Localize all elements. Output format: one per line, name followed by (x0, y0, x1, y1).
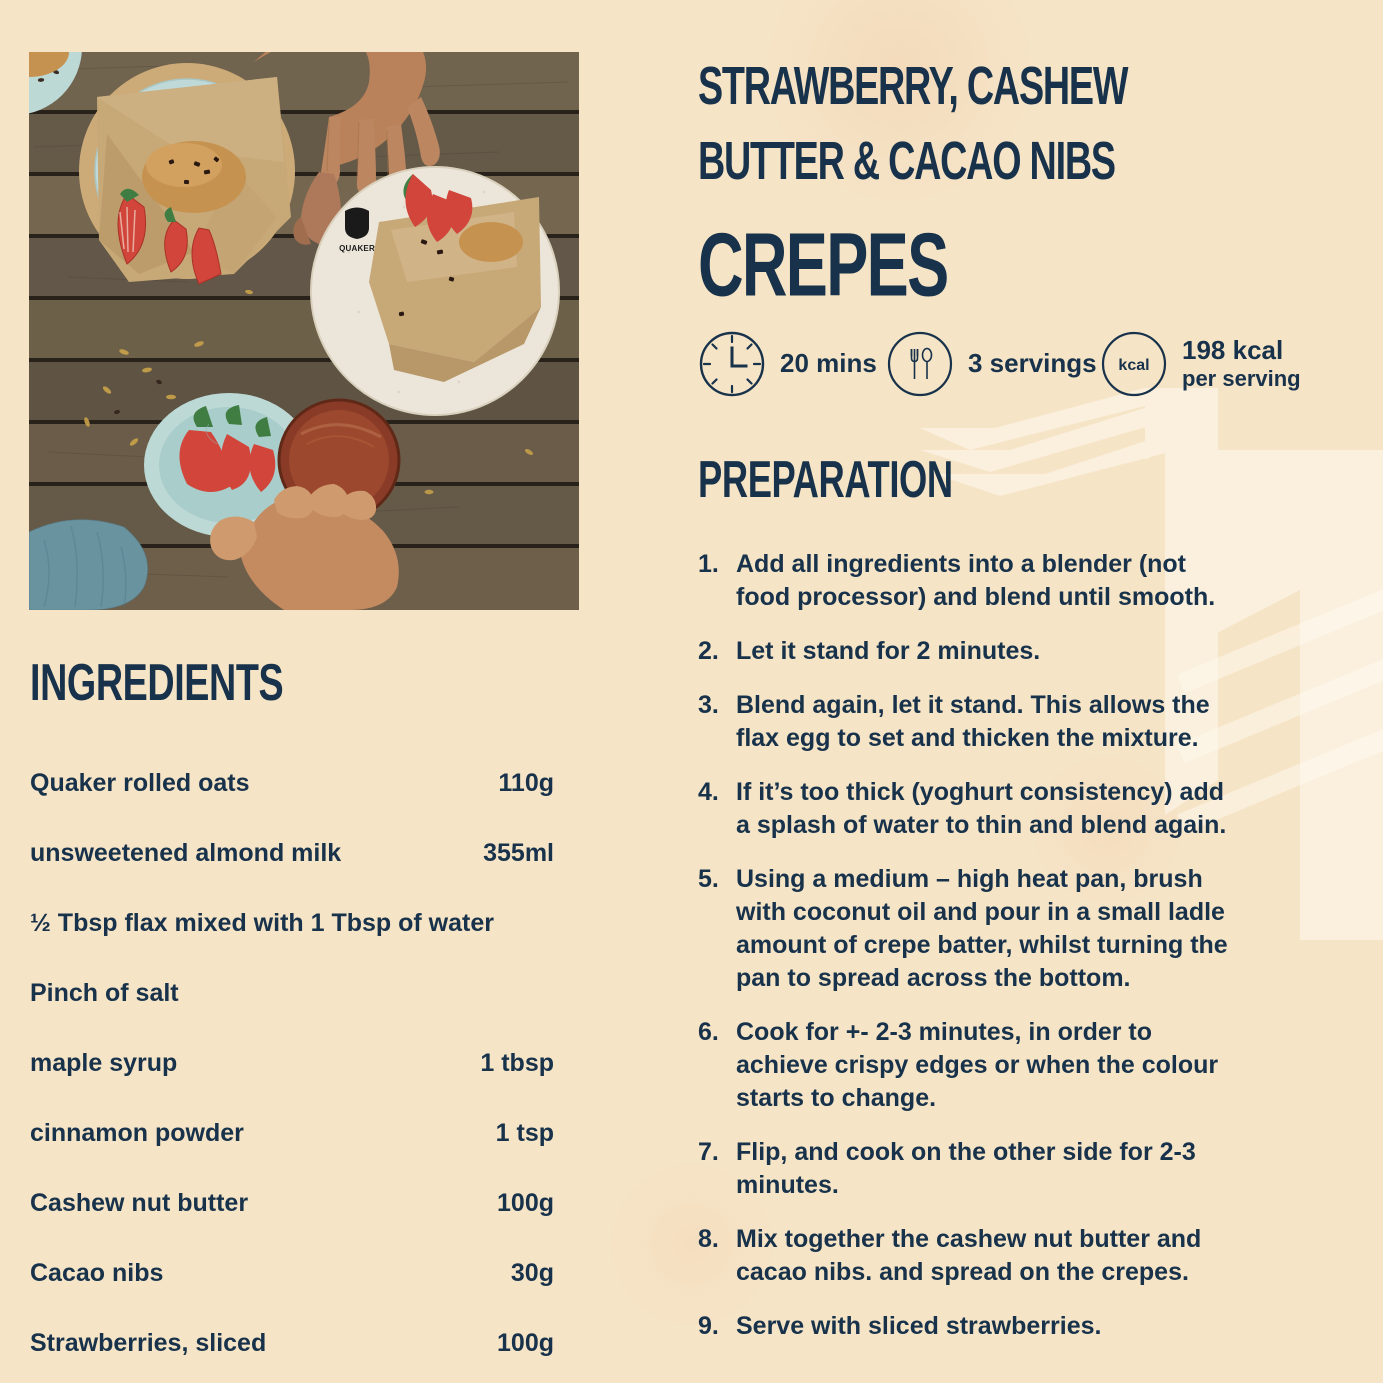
svg-text:kcal: kcal (1118, 357, 1149, 374)
svg-text:QUAKER: QUAKER (339, 244, 375, 253)
